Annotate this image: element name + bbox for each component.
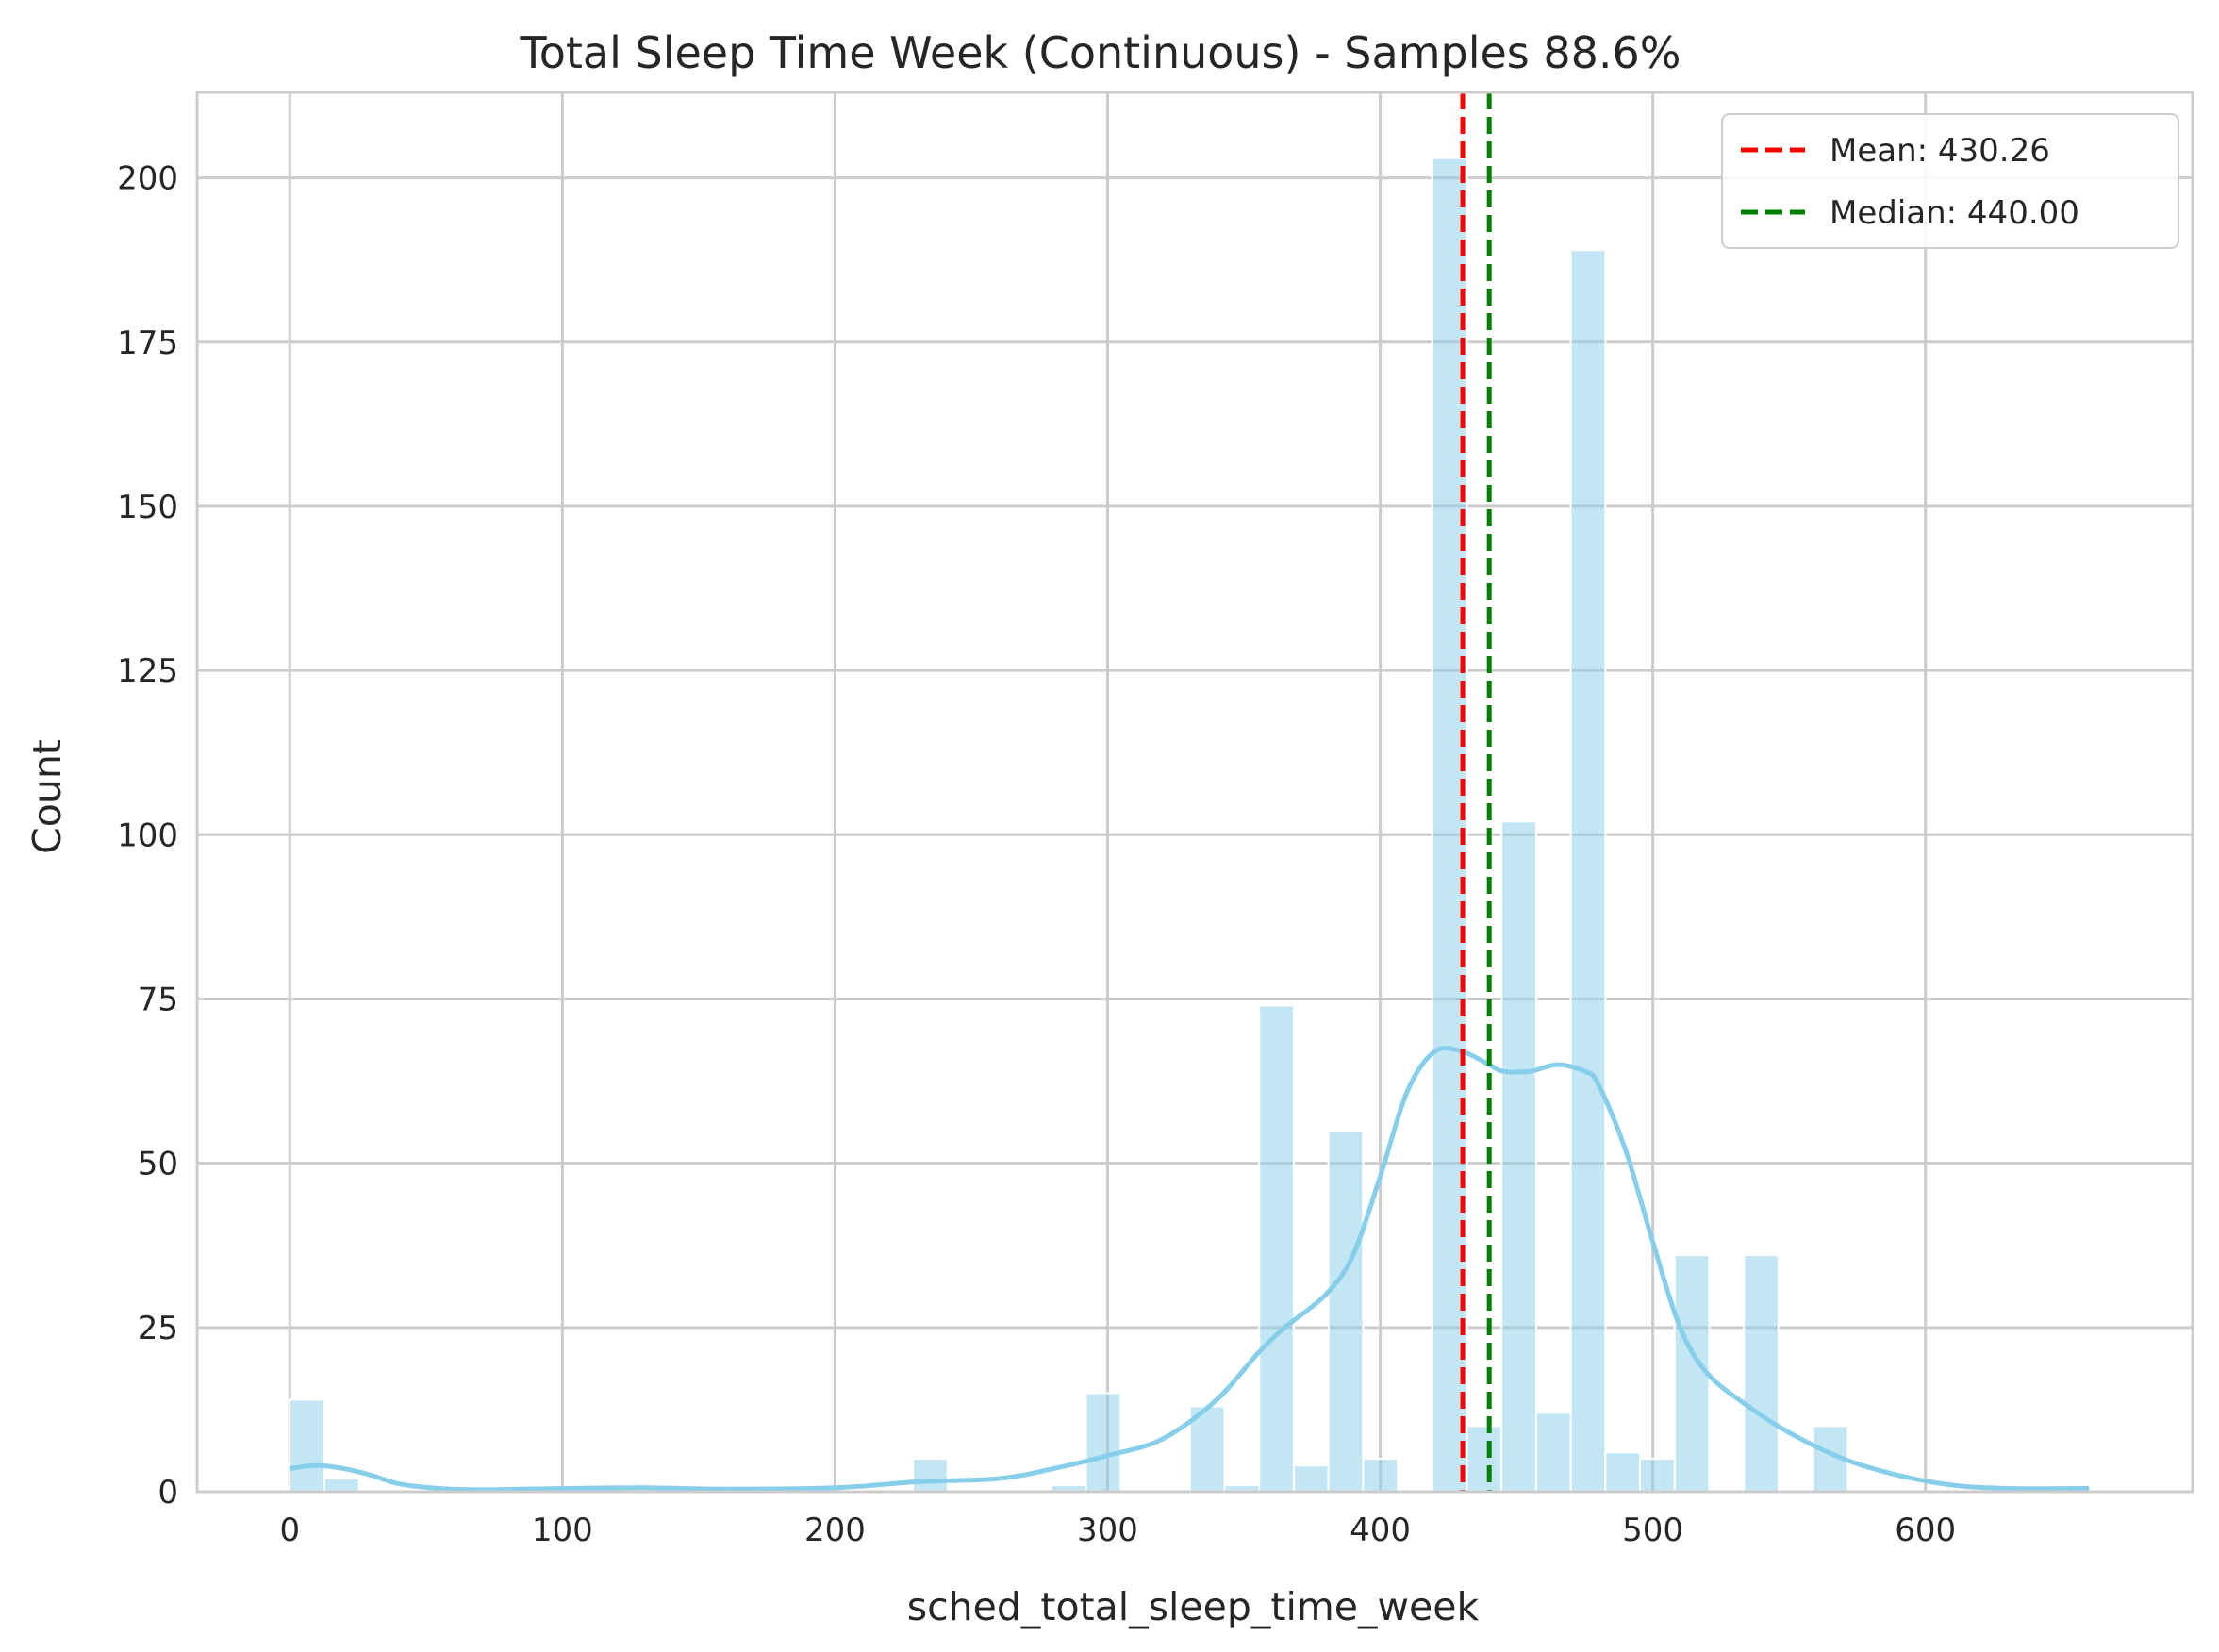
y-tick-label: 150 [117, 488, 178, 526]
histogram-bar [289, 1398, 325, 1493]
x-tick-label: 100 [532, 1512, 593, 1549]
histogram-bar [1327, 1129, 1365, 1493]
histogram-bar [1673, 1254, 1711, 1493]
y-axis-title: Count [25, 739, 70, 854]
histogram-bar [1466, 1425, 1503, 1493]
y-tick-label: 50 [138, 1146, 178, 1183]
histogram-bar [1431, 157, 1468, 1493]
plot-area [197, 92, 2193, 1492]
kde-curve [289, 1046, 2090, 1493]
x-tick-label: 500 [1622, 1512, 1683, 1549]
histogram-bar [1534, 1412, 1572, 1494]
legend: Mean: 430.26 Median: 440.00 [1721, 113, 2179, 249]
chart-title: Total Sleep Time Week (Continuous) - Sam… [519, 27, 1681, 78]
histogram-bar [1604, 1451, 1642, 1493]
y-tick-label: 75 [138, 981, 178, 1018]
y-tick-label: 175 [117, 324, 178, 362]
x-tick-label: 0 [279, 1512, 300, 1549]
y-tick-label: 0 [157, 1474, 178, 1512]
reference-lines [1460, 92, 1492, 1492]
plot-frame [195, 91, 2194, 1494]
histogram-bar [1258, 1004, 1295, 1493]
legend-label: Mean: 430.26 [1830, 132, 2050, 170]
x-tick-label: 300 [1077, 1512, 1138, 1549]
histogram-bar [912, 1458, 949, 1493]
histogram-bar [1743, 1254, 1780, 1493]
histogram-bar [1500, 820, 1537, 1493]
histogram-bar [323, 1478, 360, 1493]
y-tick-label: 25 [138, 1310, 178, 1347]
histogram-bar [1569, 249, 1607, 1493]
histogram-bar [1362, 1458, 1399, 1493]
x-tick-label: 600 [1895, 1512, 1956, 1549]
histogram-bar [1085, 1392, 1122, 1493]
y-tick-label: 200 [117, 160, 178, 198]
legend-label: Median: 440.00 [1830, 194, 2079, 232]
y-tick-label: 125 [117, 653, 178, 690]
histogram-bars [289, 157, 2092, 1494]
histogram-bar [1639, 1458, 1676, 1493]
legend-box [1721, 113, 2179, 249]
kde-curve-layer [289, 1046, 2090, 1493]
histogram-bar [1292, 1464, 1330, 1494]
y-tick-label: 100 [117, 817, 178, 854]
tick-labels: 0 100 200 300 400 500 600 0 25 50 75 100 125 150 175 20… [117, 160, 1956, 1549]
x-axis-title: sched_total_sleep_time_week [907, 1584, 1480, 1629]
x-tick-label: 200 [804, 1512, 866, 1549]
x-tick-label: 400 [1350, 1512, 1411, 1549]
